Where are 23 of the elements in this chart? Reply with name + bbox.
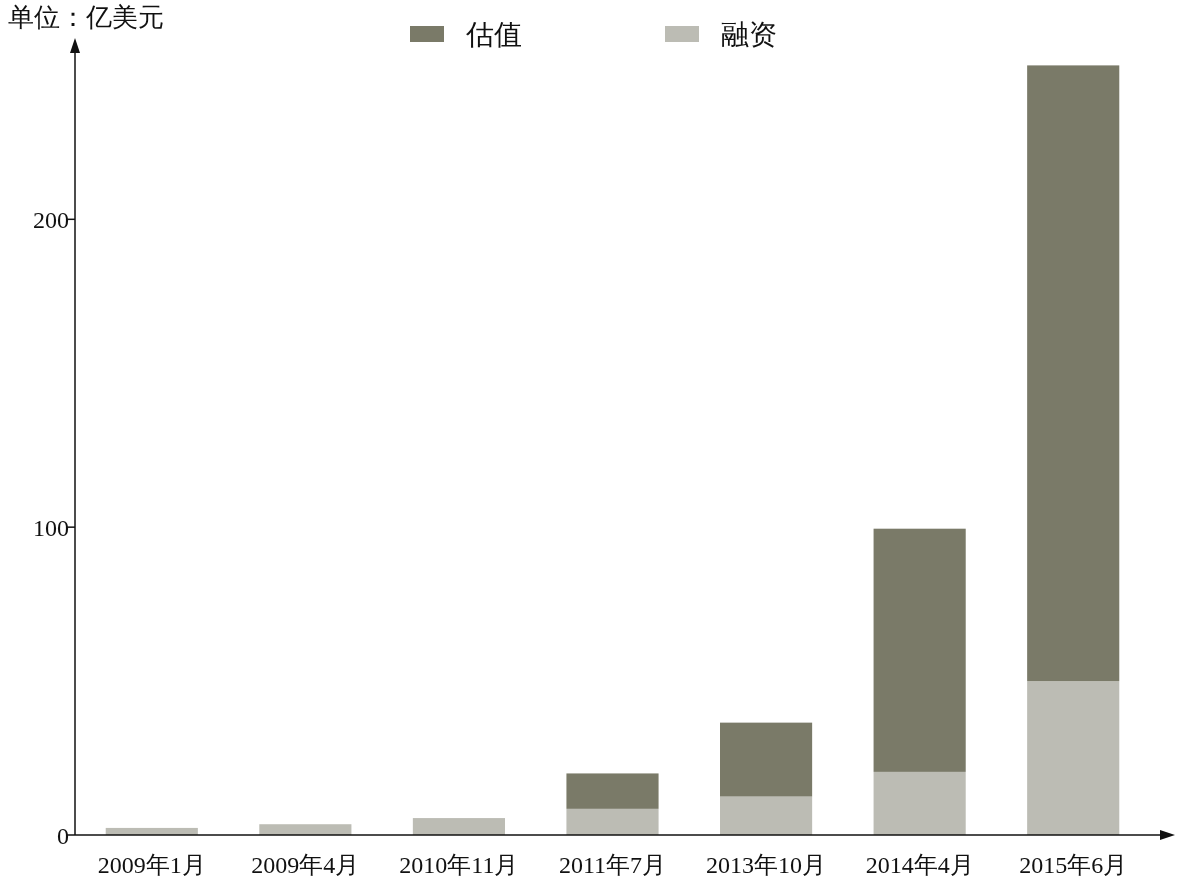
y-axis-title: 单位：亿美元 — [8, 3, 164, 32]
bar — [566, 773, 659, 809]
bar — [566, 808, 659, 835]
bar — [412, 818, 505, 835]
x-tick-label: 2014年4月 — [865, 852, 974, 878]
x-tick-label: 2009年4月 — [251, 852, 360, 878]
bar — [873, 771, 966, 835]
x-tick-label: 2013年10月 — [706, 852, 827, 878]
bar — [1027, 65, 1120, 682]
legend-label: 估值 — [465, 19, 522, 50]
x-tick-label: 2009年1月 — [97, 852, 206, 878]
bar — [873, 528, 966, 772]
y-tick-label: 200 — [33, 207, 69, 234]
x-tick-label: 2010年11月 — [399, 852, 519, 878]
bar — [720, 722, 813, 797]
x-tick-label: 2011年7月 — [558, 852, 667, 878]
legend-label: 融资 — [721, 19, 777, 50]
x-tick-label: 2015年6月 — [1019, 852, 1128, 878]
bar — [259, 824, 352, 835]
y-tick-label: 100 — [33, 515, 69, 542]
bar — [720, 796, 813, 835]
y-tick-label: 0 — [57, 823, 69, 849]
bar — [1027, 681, 1120, 835]
